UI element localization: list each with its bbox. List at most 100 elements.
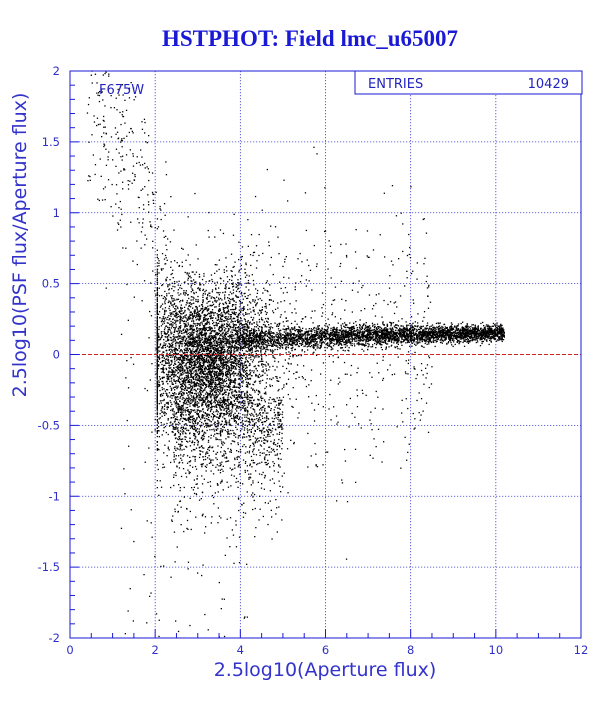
data-point [393, 342, 395, 344]
data-point [341, 331, 343, 334]
data-point [454, 330, 457, 332]
data-point [191, 344, 193, 346]
data-point [401, 335, 403, 337]
data-point [248, 343, 250, 345]
data-point [238, 328, 240, 330]
data-point [225, 461, 227, 463]
data-point [400, 328, 402, 330]
data-point [340, 334, 343, 336]
data-point [420, 325, 422, 327]
data-point [361, 337, 364, 339]
data-point [329, 335, 331, 337]
data-point [207, 305, 209, 307]
data-point [426, 334, 429, 336]
data-point [251, 328, 253, 330]
data-point [401, 336, 403, 339]
data-point [211, 399, 213, 401]
data-point [241, 355, 244, 357]
data-point [246, 330, 248, 332]
data-point [209, 313, 211, 315]
data-point [460, 322, 462, 325]
data-point [183, 393, 185, 395]
data-point [468, 341, 470, 343]
data-point [418, 328, 420, 331]
data-point [498, 325, 501, 327]
data-point [428, 333, 430, 335]
data-point [231, 283, 233, 285]
data-point [396, 342, 398, 344]
data-point [211, 278, 213, 281]
data-point [213, 337, 215, 339]
data-point [289, 330, 291, 332]
data-point [471, 324, 473, 326]
data-point [209, 382, 211, 384]
data-point [282, 328, 284, 330]
data-point [406, 341, 409, 344]
data-point [390, 337, 392, 339]
data-point [158, 326, 160, 328]
data-point [294, 337, 296, 339]
data-point [215, 359, 218, 362]
data-point [174, 380, 177, 382]
data-point [215, 367, 217, 370]
data-point [449, 330, 451, 333]
data-point [494, 324, 496, 326]
data-point [465, 330, 468, 332]
data-point [314, 334, 316, 337]
data-point [239, 384, 241, 387]
data-point [445, 336, 447, 338]
data-point [434, 330, 436, 332]
data-point [244, 345, 246, 347]
data-point [354, 336, 357, 338]
data-point [166, 322, 169, 324]
data-point [498, 338, 500, 340]
data-point [487, 333, 490, 335]
data-point [237, 330, 239, 332]
data-point [186, 389, 188, 391]
data-point [271, 337, 273, 339]
data-point [253, 335, 255, 338]
data-point [417, 341, 419, 343]
data-point [379, 329, 381, 331]
data-point [245, 346, 247, 349]
data-point [384, 337, 386, 339]
data-point [364, 345, 366, 347]
data-point [237, 334, 239, 336]
data-point [327, 330, 329, 333]
data-point [390, 332, 392, 334]
data-point [301, 349, 303, 351]
data-point [335, 338, 337, 340]
data-point [377, 325, 379, 328]
data-point [186, 362, 188, 364]
data-point [161, 377, 163, 380]
data-point [249, 373, 251, 375]
data-point [444, 333, 447, 335]
data-point [414, 333, 416, 336]
data-point [231, 311, 233, 313]
data-point [448, 336, 450, 338]
data-point [421, 326, 423, 328]
data-point [340, 318, 342, 320]
data-point [244, 276, 247, 278]
data-point [209, 429, 211, 431]
data-point [187, 419, 190, 422]
data-point [430, 328, 432, 331]
data-point [340, 329, 342, 332]
data-point [467, 329, 469, 331]
data-point [298, 345, 300, 348]
data-point [165, 317, 167, 319]
data-point [489, 328, 492, 330]
data-point [191, 341, 193, 343]
data-point [351, 326, 353, 329]
data-point [262, 344, 264, 346]
data-point [436, 335, 438, 338]
data-point [310, 328, 312, 330]
data-point [365, 344, 367, 346]
data-point [191, 396, 193, 398]
data-point [170, 354, 172, 356]
data-point [442, 330, 444, 332]
data-point [340, 331, 342, 333]
data-point [435, 331, 437, 334]
data-point [395, 324, 397, 327]
data-point [350, 344, 352, 346]
